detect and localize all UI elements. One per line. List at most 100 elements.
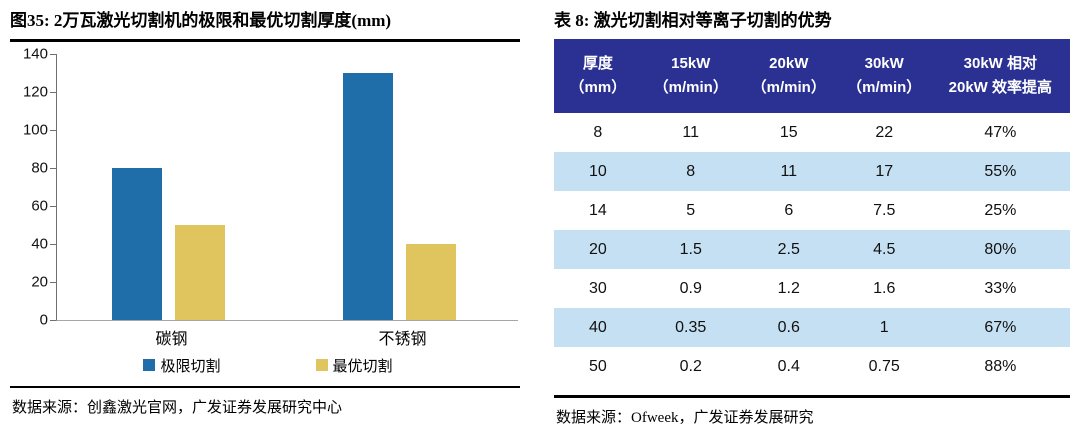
column-header-line2: （m/min） [847,79,922,96]
table-cell: 80% [984,240,1017,258]
table-cell: 0.9 [679,279,702,297]
table-cell: 17 [875,162,894,180]
table-row: 20 1.5 2.5 4.5 80% [554,230,1070,269]
column-header-line1: 20kW [769,55,809,72]
bar-最优切割-碳钢 [175,225,226,320]
table-cell: 1.2 [777,279,800,297]
table-cell: 11 [682,123,700,141]
table-row: 40 0.35 0.6 1 67% [554,308,1070,347]
y-tick-mark [50,205,56,207]
y-tick-label: 20 [31,273,48,291]
y-tick-mark [50,91,56,93]
chart-legend: 极限切割 最优切割 [10,353,526,377]
y-tick-mark [50,53,56,55]
table-cell: 20 [588,240,607,258]
column-header-line1: 15kW [671,55,711,72]
y-tick-label: 100 [22,121,48,139]
table-cell: 11 [780,162,798,180]
table-cell: 47% [984,123,1017,141]
chart-bottom-rule [10,386,520,388]
table-cell: 0.75 [868,357,900,375]
table-cell: 0.6 [777,318,800,336]
table-cell: 1 [879,318,889,336]
column-header-line1: 厚度 [582,55,613,72]
column-header-line1: 30kW [864,55,904,72]
legend-item: 极限切割 [143,353,221,377]
y-tick-mark [50,129,56,131]
table-cell: 2.5 [777,240,800,258]
laser-vs-plasma-table: 厚度 （mm） 15kW （m/min） 20kW （m/min） 30kW （m/min） 3… [554,39,1070,386]
y-tick-label: 140 [22,45,48,63]
table-cell: 67% [984,318,1017,336]
bar-chart: 0 20 40 60 80 100 120 140 [10,46,526,329]
y-tick-label: 120 [22,83,48,101]
table-cell: 8 [593,123,603,141]
column-header-line2: 20kW 效率提高 [948,79,1052,96]
table-cell: 4.5 [873,240,896,258]
table-cell: 8 [686,162,696,180]
table-cell: 5 [686,201,696,219]
table-cell: 25% [984,201,1017,219]
column-header-line2: （m/min） [653,79,728,96]
y-tick-label: 40 [31,235,48,253]
table-body: 8 11 15 22 47% 10 8 11 17 55% 14 5 6 7.5 25% 20 1.5 2.5 4.… [554,113,1070,386]
table-cell: 0.4 [777,357,800,375]
legend-swatch-icon [143,359,156,371]
y-tick-mark [50,281,56,284]
table-cell: 30 [588,279,607,297]
table-cell: 6 [784,201,794,219]
column-header-line2: （m/min） [751,79,826,96]
table-source: 数据来源：Ofweek，广发证券发展研究 [556,410,814,426]
table-cell: 40 [588,318,607,336]
table-row: 10 8 11 17 55% [554,152,1070,191]
x-axis-label: 不锈钢 [378,331,427,348]
legend-label: 极限切割 [160,358,221,375]
bar-group-2 [342,73,456,320]
legend-label: 最优切割 [332,358,393,375]
y-tick-mark [50,167,56,170]
table-cell: 14 [588,201,607,219]
table-cell: 88% [984,357,1017,375]
column-header: 厚度 （mm） [554,39,642,113]
table-bottom-rule [554,395,1070,398]
x-axis-label: 碳钢 [155,331,188,348]
table-cell: 15 [779,123,798,141]
table-row: 8 11 15 22 47% [554,113,1070,152]
column-header-line2: （mm） [569,79,627,96]
bar-group-1 [112,168,226,320]
table-cell: 33% [984,279,1017,297]
y-axis: 0 20 40 60 80 100 120 140 [10,46,56,329]
table-cell: 1.5 [679,240,702,258]
legend-swatch-icon [315,359,328,371]
table-panel: 表 8: 激光切割相对等离子切割的优势 厚度 （mm） 15kW （m/min） 20k… [540,0,1080,432]
bar-最优切割-不锈钢 [405,244,456,320]
y-tick-label: 80 [31,159,48,177]
legend-item: 最优切割 [315,353,393,377]
column-header: 30kW （m/min） [837,39,931,113]
chart-source: 数据来源：创鑫激光官网，广发证券发展研究中心 [12,400,343,416]
table-cell: 50 [588,357,607,375]
column-header: 30kW 相对 20kW 效率提高 [930,39,1070,113]
column-header: 20kW （m/min） [739,39,838,113]
table-cell: 10 [588,162,607,180]
table-row: 50 0.2 0.4 0.75 88% [554,347,1070,386]
table-row: 14 5 6 7.5 25% [554,191,1070,230]
y-tick-label: 0 [39,311,48,329]
column-header: 15kW （m/min） [641,39,740,113]
table-cell: 0.35 [675,318,707,336]
chart-title-rule [10,39,520,42]
table-row: 30 0.9 1.2 1.6 33% [554,269,1070,308]
y-tick-label: 60 [31,197,48,215]
table-cell: 1.6 [873,279,896,297]
chart-panel: 图35: 2万瓦激光切割机的极限和最优切割厚度(mm) 0 20 40 60 80 100… [10,11,526,416]
x-axis-labels: 碳钢 不锈钢 [56,321,518,348]
chart-title: 图35: 2万瓦激光切割机的极限和最优切割厚度(mm) [10,11,392,30]
plot-area [50,53,518,321]
table-cell: 55% [984,162,1017,180]
table-cell: 7.5 [873,201,896,219]
column-header-line1: 30kW 相对 [963,55,1037,72]
y-tick-mark [50,319,56,321]
table-title: 表 8: 激光切割相对等离子切割的优势 [554,11,832,30]
bar-极限切割-不锈钢 [342,73,393,320]
